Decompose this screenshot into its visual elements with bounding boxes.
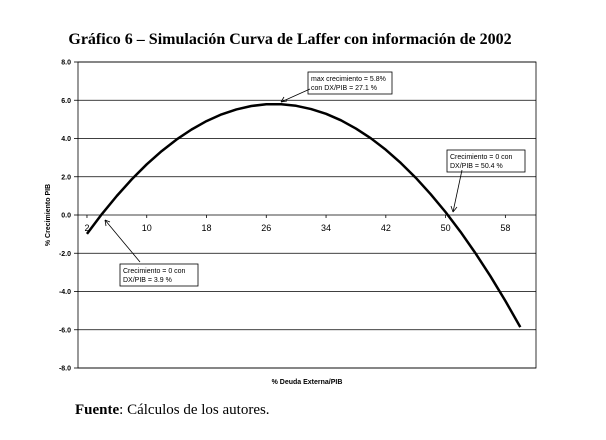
annotation-box bbox=[307, 71, 393, 95]
arrow bbox=[452, 169, 463, 213]
x-tick-label: 26 bbox=[261, 223, 271, 233]
x-tick-label: 34 bbox=[321, 223, 331, 233]
annotation-text: DX/PIB = 3.9 % bbox=[123, 277, 172, 284]
x-tick-label: 10 bbox=[142, 223, 152, 233]
y-tick-label: -4.0 bbox=[59, 289, 71, 296]
y-tick-label: 4.0 bbox=[61, 136, 71, 143]
source-note: Fuente: Cálculos de los autores. bbox=[75, 402, 270, 418]
annotation-box bbox=[119, 263, 199, 287]
arrow bbox=[280, 88, 311, 103]
plot-frame bbox=[77, 61, 537, 369]
source-label: Fuente bbox=[75, 402, 120, 418]
y-tick-label: -2.0 bbox=[59, 251, 71, 258]
y-tick-label: -8.0 bbox=[59, 366, 71, 373]
arrow bbox=[104, 219, 141, 263]
y-tick-label: -6.0 bbox=[59, 327, 71, 334]
x-tick-label: 58 bbox=[500, 223, 510, 233]
annotation-text: con DX/PIB = 27.1 % bbox=[311, 85, 377, 92]
x-tick-label: 2 bbox=[84, 223, 89, 233]
x-tick-label: 18 bbox=[202, 223, 212, 233]
annotation-text: DX/PIB = 50.4 % bbox=[450, 163, 503, 170]
y-tick-label: 8.0 bbox=[61, 60, 71, 67]
y-tick-label: 6.0 bbox=[61, 98, 71, 105]
annotation-text: Crecimiento = 0 con bbox=[123, 268, 186, 275]
source-text: : Cálculos de los autores. bbox=[119, 402, 269, 418]
arrow-head bbox=[104, 219, 111, 227]
x-axis-title: % Deuda Externa/PIB bbox=[272, 379, 343, 386]
x-tick-label: 42 bbox=[381, 223, 391, 233]
y-axis-title: % Crecimiento PIB bbox=[45, 184, 52, 246]
annotation-box bbox=[446, 149, 526, 173]
annotation-arrows bbox=[104, 88, 463, 263]
y-tick-label: 2.0 bbox=[61, 174, 71, 181]
chart-title: Gráfico 6 – Simulación Curva de Laffer c… bbox=[68, 31, 511, 48]
y-tick-label: 0.0 bbox=[61, 213, 71, 220]
annotation-text: Crecimiento = 0 con bbox=[450, 154, 513, 161]
plot-area bbox=[74, 61, 536, 369]
arrow-head bbox=[280, 96, 288, 103]
arrow-head bbox=[450, 205, 458, 213]
annotation-text: max crecimiento = 5.8% bbox=[311, 76, 386, 83]
curve bbox=[85, 103, 522, 328]
x-tick-label: 50 bbox=[441, 223, 451, 233]
